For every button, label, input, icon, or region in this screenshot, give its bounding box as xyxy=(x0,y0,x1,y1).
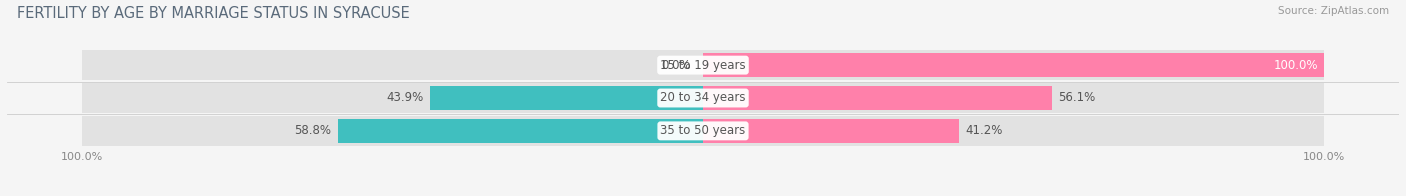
Bar xyxy=(430,86,703,110)
Bar xyxy=(703,119,959,143)
Text: 15 to 19 years: 15 to 19 years xyxy=(661,59,745,72)
Text: 56.1%: 56.1% xyxy=(1057,92,1095,104)
Text: 41.2%: 41.2% xyxy=(966,124,1002,137)
Text: Source: ZipAtlas.com: Source: ZipAtlas.com xyxy=(1278,6,1389,16)
Bar xyxy=(82,83,1324,113)
Bar xyxy=(703,53,1324,77)
Bar xyxy=(82,50,1324,80)
Bar xyxy=(82,116,1324,146)
Text: 20 to 34 years: 20 to 34 years xyxy=(661,92,745,104)
Bar xyxy=(703,86,1052,110)
Text: FERTILITY BY AGE BY MARRIAGE STATUS IN SYRACUSE: FERTILITY BY AGE BY MARRIAGE STATUS IN S… xyxy=(17,6,409,21)
Text: 43.9%: 43.9% xyxy=(387,92,425,104)
Bar xyxy=(337,119,703,143)
Text: 0.0%: 0.0% xyxy=(661,59,690,72)
Text: 100.0%: 100.0% xyxy=(1274,59,1319,72)
Text: 58.8%: 58.8% xyxy=(294,124,332,137)
Text: 35 to 50 years: 35 to 50 years xyxy=(661,124,745,137)
